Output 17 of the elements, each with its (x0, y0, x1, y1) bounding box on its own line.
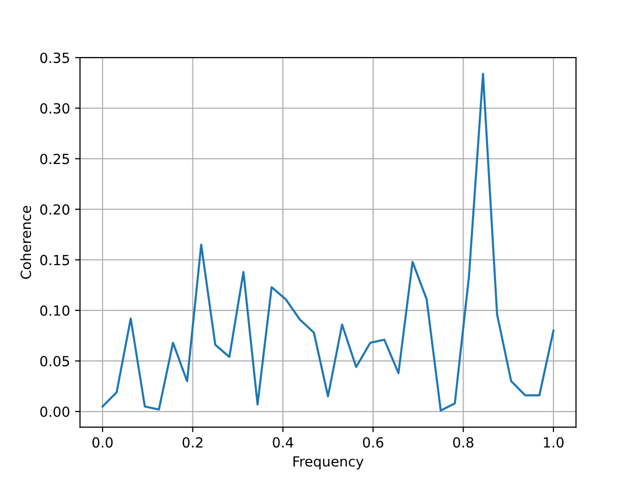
x-tick-label: 0.0 (92, 437, 113, 448)
y-tick-label: 0.05 (40, 356, 70, 366)
x-tick-label: 0.8 (453, 437, 474, 448)
y-tick-label: 0.00 (40, 406, 70, 417)
y-axis-title: Coherence (20, 206, 32, 279)
y-tick-label: 0.20 (40, 204, 70, 215)
y-tick-label: 0.35 (40, 52, 70, 64)
x-tick-label: 0.6 (362, 437, 384, 448)
x-tick-label: 0.4 (272, 437, 294, 448)
line-series (102, 72, 554, 412)
x-axis-title: Frequency (293, 456, 364, 470)
y-tick-label: 0.25 (40, 154, 70, 164)
y-tick-label: 0.15 (40, 254, 70, 266)
y-tick-label: 0.10 (40, 305, 70, 316)
y-tick-label: 0.30 (40, 103, 70, 114)
x-tick-label: 0.2 (182, 437, 202, 448)
x-tick-label: 1.0 (544, 437, 564, 448)
